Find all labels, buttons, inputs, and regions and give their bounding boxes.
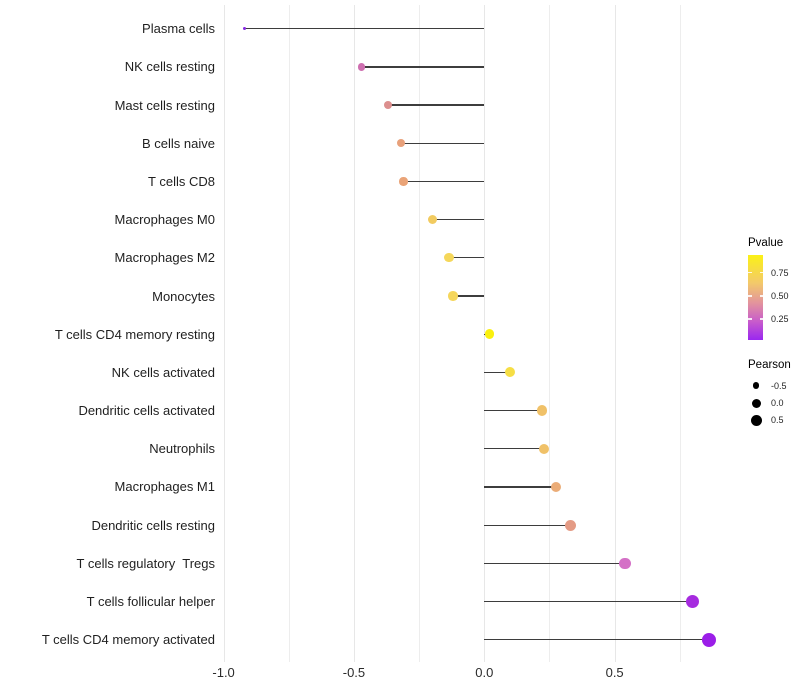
pvalue-colorbar: [748, 255, 763, 340]
lollipop-segment: [484, 600, 693, 603]
row-label: Neutrophils: [149, 441, 215, 457]
row-label: T cells CD4 memory activated: [41, 632, 215, 648]
lollipop-dot: [396, 139, 406, 148]
size-legend-label: 0.5: [771, 415, 784, 426]
lollipop-segment: [484, 562, 626, 564]
size-legend-label: 0.0: [771, 398, 784, 408]
row-label: Macrophages M1: [114, 479, 215, 495]
lollipop-segment: [484, 448, 545, 450]
lollipop-segment: [484, 639, 709, 641]
lollipop-dot: [619, 557, 631, 570]
lollipop-dot: [686, 595, 700, 609]
row-label: B cells naive: [142, 135, 215, 151]
colorbar-tick-mark: [759, 295, 763, 297]
lollipop-dot: [539, 443, 550, 454]
lollipop-segment: [432, 219, 485, 221]
gridline-minor: [288, 5, 290, 662]
lollipop-segment: [244, 28, 485, 30]
colorbar-tick-label: 0.50: [771, 290, 789, 301]
lollipop-dot: [448, 291, 458, 301]
size-legend-label: -0.5: [771, 380, 787, 391]
lollipop-dot: [383, 101, 392, 110]
colorbar-tick-label: 0.75: [771, 267, 789, 278]
colorbar-tick-mark: [759, 271, 763, 274]
row-label: T cells CD8: [148, 173, 215, 189]
lollipop-segment: [484, 371, 511, 374]
x-tick-label: 0.0: [475, 665, 494, 680]
lollipop-segment: [484, 524, 571, 526]
row-label: T cells follicular helper: [86, 594, 215, 610]
lollipop-dot: [444, 253, 454, 263]
lollipop-segment: [400, 142, 485, 144]
x-tick-label: -0.5: [342, 665, 366, 680]
lollipop-dot: [564, 519, 576, 531]
gridline-major: [614, 5, 616, 662]
lollipop-dot: [242, 26, 247, 31]
lollipop-dot: [505, 367, 516, 378]
lollipop-dot: [550, 481, 562, 493]
gridline-minor: [679, 5, 681, 662]
gridline-major: [223, 5, 225, 662]
gridline-minor: [549, 5, 551, 662]
lollipop-segment: [387, 104, 485, 106]
gridline-minor: [419, 5, 421, 662]
lollipop-dot: [427, 215, 437, 225]
row-label: Dendritic cells resting: [91, 517, 215, 533]
row-label: Macrophages M0: [114, 212, 215, 228]
lollipop-dot: [536, 405, 547, 416]
lollipop-segment: [484, 486, 556, 488]
size-legend-dot: [752, 382, 760, 390]
lollipop-dot: [399, 177, 408, 186]
row-label: Monocytes: [152, 288, 215, 304]
gridline-major: [353, 5, 355, 662]
row-label: Mast cells resting: [114, 97, 215, 113]
colorbar-tick-mark: [748, 295, 752, 297]
row-label: NK cells activated: [111, 364, 215, 380]
size-legend-dot: [751, 398, 761, 408]
colorbar-tick-mark: [748, 318, 752, 320]
row-label: Macrophages M2: [114, 250, 215, 266]
colorbar-tick-mark: [748, 271, 752, 274]
lollipop-dot: [358, 63, 366, 71]
lollipop-segment: [449, 257, 485, 259]
lollipop-segment: [403, 180, 485, 183]
pearson-legend-title: Pearson: [748, 359, 791, 371]
colorbar-tick-mark: [759, 318, 763, 320]
row-label: T cells regulatory Tregs: [76, 555, 215, 571]
row-label: T cells CD4 memory resting: [54, 326, 215, 342]
row-label: Dendritic cells activated: [78, 403, 215, 419]
x-tick-label: -1.0: [212, 665, 235, 680]
lollipop-dot: [701, 632, 716, 647]
x-tick-label: 0.5: [605, 665, 624, 680]
lollipop-segment: [361, 66, 485, 68]
lollipop-segment: [453, 295, 485, 297]
row-label: Plasma cells: [142, 21, 215, 37]
lollipop-dot: [484, 329, 495, 340]
lollipop-segment: [484, 409, 542, 412]
pvalue-legend-title: Pvalue: [748, 237, 784, 249]
row-label: NK cells resting: [124, 59, 215, 75]
size-legend-dot: [750, 414, 762, 426]
colorbar-tick-label: 0.25: [771, 314, 789, 325]
